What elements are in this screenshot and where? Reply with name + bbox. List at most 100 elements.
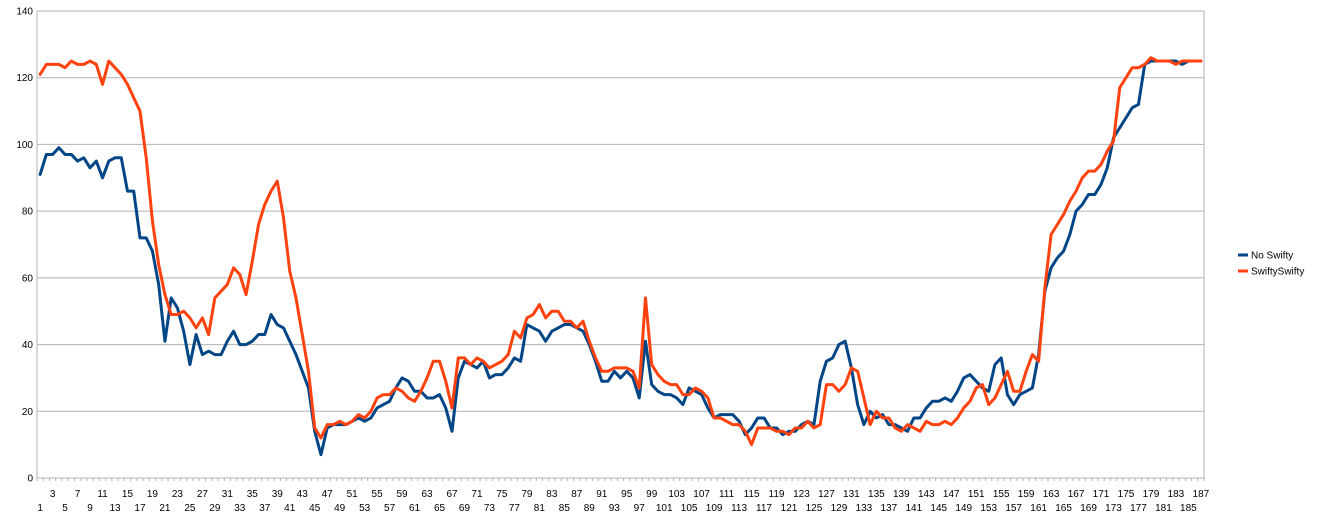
x-tick-label: 177 [1130,503,1147,514]
x-tick-label: 137 [881,503,898,514]
x-tick-label: 101 [656,503,673,514]
x-tick-label: 143 [918,489,935,500]
x-tick-label: 81 [534,503,546,514]
y-tick-label: 20 [22,407,34,418]
x-tick-label: 155 [993,489,1010,500]
legend-label: No Swifty [1251,251,1293,262]
series-line-2 [38,56,1203,447]
x-tick-label: 59 [397,489,409,500]
x-tick-label: 87 [571,489,583,500]
y-tick-label: 100 [16,140,33,151]
x-tick-label: 179 [1143,489,1160,500]
y-tick-label: 140 [16,7,33,18]
x-tick-label: 153 [980,503,997,514]
x-tick-label: 97 [634,503,646,514]
x-tick-label: 133 [856,503,873,514]
x-tick-label: 123 [793,489,810,500]
y-tick-label: 80 [22,207,34,218]
series-line-1 [38,59,1203,457]
x-tick-label: 105 [681,503,698,514]
x-tick-label: 185 [1180,503,1197,514]
x-tick-label: 39 [272,489,284,500]
x-tick-label: 149 [955,503,972,514]
x-tick-label: 119 [769,489,785,500]
x-tick-label: 127 [818,489,835,500]
y-tick-label: 40 [22,340,34,351]
legend: No Swifty SwiftySwifty [1238,251,1304,278]
x-tick-label: 45 [309,503,321,514]
x-tick-label: 55 [372,489,384,500]
y-tick-label: 60 [22,273,34,284]
x-tick-label: 115 [744,489,760,500]
x-tick-label: 11 [97,489,108,500]
x-tick-label: 129 [831,503,848,514]
x-tick-label: 63 [421,489,433,500]
x-tick-label: 5 [62,503,68,514]
x-tick-label: 35 [247,489,259,500]
y-tick-label: 0 [27,474,33,485]
x-tick-label: 183 [1168,489,1185,500]
x-tick-label: 83 [546,489,558,500]
x-tick-label: 57 [384,503,396,514]
x-tick-label: 161 [1030,503,1047,514]
x-tick-labels: 1 5 9 13 17 21 25 29 33 37 41 45 49 53 57 61 65 69 73 77 81 8… [37,489,1209,514]
x-tick-label: 167 [1068,489,1085,500]
x-tick-label: 47 [322,489,334,500]
x-tick-label: 25 [184,503,196,514]
x-tick-label: 37 [259,503,271,514]
x-tick-label: 117 [756,503,772,514]
x-tick-label: 173 [1105,503,1122,514]
x-tick-label: 147 [943,489,960,500]
x-tick-label: 15 [122,489,134,500]
x-tick-label: 41 [284,503,296,514]
x-tick-label: 17 [134,503,146,514]
x-tick-label: 43 [297,489,309,500]
x-tick-label: 49 [334,503,346,514]
gridlines [37,10,1204,479]
x-tick-label: 79 [521,489,533,500]
x-tick-label: 169 [1080,503,1097,514]
x-tick-label: 163 [1043,489,1060,500]
x-tick-label: 27 [197,489,209,500]
x-tick-label: 77 [509,503,521,514]
x-tick-label: 53 [359,503,371,514]
x-tick-label: 21 [159,503,171,514]
x-tick-label: 67 [446,489,458,500]
x-tick-label: 135 [868,489,885,500]
series-lines [38,56,1203,457]
x-tick-label: 23 [172,489,184,500]
x-tick-label: 187 [1193,489,1210,500]
x-tick-label: 111 [719,489,735,500]
x-tick-label: 171 [1093,489,1110,500]
x-tick-label: 141 [905,503,922,514]
x-tick-label: 109 [706,503,723,514]
x-tick-label: 19 [147,489,159,500]
x-tick-label: 181 [1155,503,1172,514]
axes [36,11,1205,481]
x-tick-label: 89 [584,503,596,514]
x-tick-label: 61 [409,503,421,514]
x-tick-label: 31 [222,489,234,500]
x-tick-label: 29 [209,503,221,514]
x-tick-label: 1 [37,503,43,514]
x-tick-label: 103 [668,489,685,500]
x-tick-label: 51 [347,489,359,500]
x-tick-label: 69 [459,503,471,514]
x-tick-label: 151 [968,489,985,500]
x-tick-label: 3 [50,489,56,500]
x-tick-label: 9 [87,503,93,514]
x-tick-label: 175 [1118,489,1135,500]
x-tick-label: 71 [471,489,483,500]
x-tick-label: 139 [893,489,910,500]
x-tick-label: 157 [1005,503,1022,514]
x-tick-label: 159 [1018,489,1035,500]
x-tick-label: 131 [843,489,860,500]
x-tick-label: 93 [609,503,621,514]
x-tick-label: 75 [496,489,508,500]
y-tick-labels: 0 20 40 60 80 100 120 140 [16,7,33,485]
x-tick-label: 33 [234,503,246,514]
legend-label: SwiftySwifty [1251,267,1304,278]
x-tick-label: 145 [930,503,947,514]
x-tick-label: 85 [559,503,571,514]
